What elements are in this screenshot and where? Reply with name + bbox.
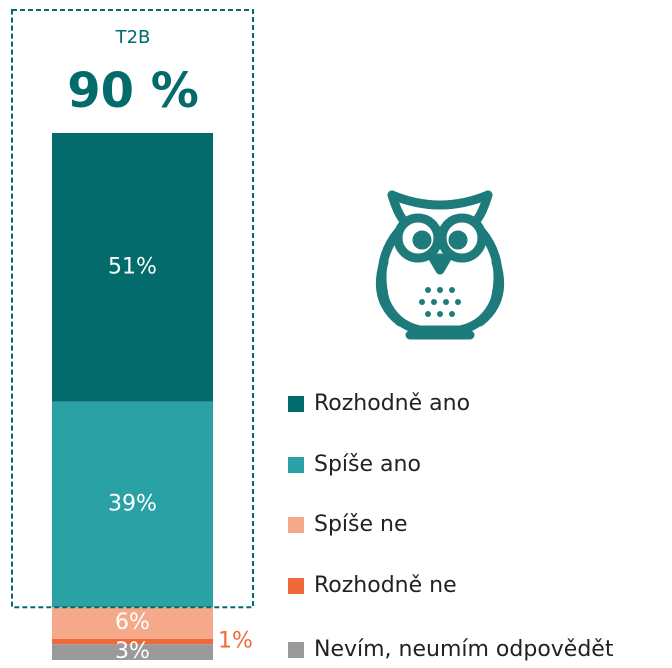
legend-label: Spíše ano [314, 452, 421, 477]
legend-label: Spíše ne [314, 512, 408, 537]
value-label: 3% [115, 639, 150, 664]
t2b-box [11, 9, 254, 609]
owl-dots [419, 287, 461, 317]
legend-swatch [288, 517, 304, 533]
t2b-label: T2B [115, 27, 151, 48]
legend-label: Rozhodně ano [314, 391, 470, 416]
bar-segment [52, 401, 213, 608]
bar-segment [52, 644, 213, 660]
bar-segment [52, 607, 213, 639]
value-label: 51% [108, 254, 157, 279]
value-label: 1% [218, 629, 253, 654]
legend-swatch [288, 396, 304, 412]
legend-swatch [288, 457, 304, 473]
legend-label: Rozhodně ne [314, 573, 457, 598]
legend-swatch [288, 642, 304, 658]
owl-icon [375, 190, 505, 340]
bar-segment [52, 638, 213, 645]
value-label: 39% [108, 492, 157, 517]
value-label: 6% [115, 610, 150, 635]
t2b-value: 90 % [67, 63, 199, 119]
legend-swatch [288, 578, 304, 594]
bar-segment [52, 133, 213, 402]
legend-label: Nevím, neumím odpovědět [314, 637, 614, 662]
